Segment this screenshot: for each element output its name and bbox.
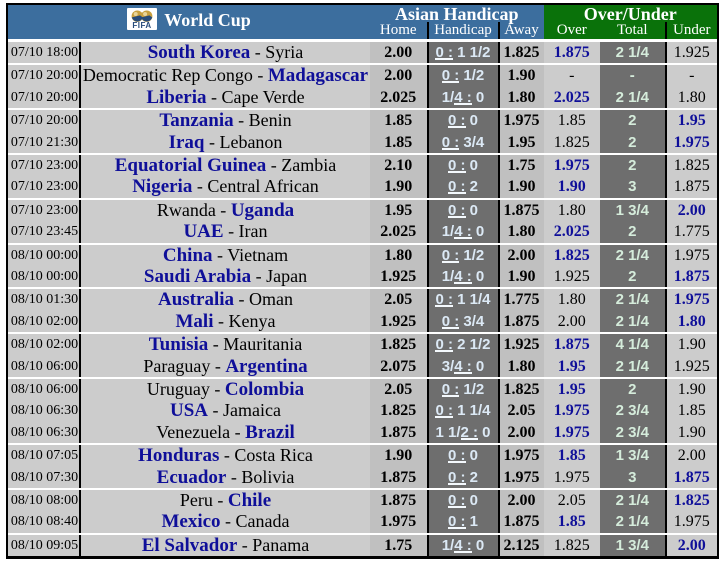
svg-text:FIFA: FIFA bbox=[133, 21, 152, 30]
